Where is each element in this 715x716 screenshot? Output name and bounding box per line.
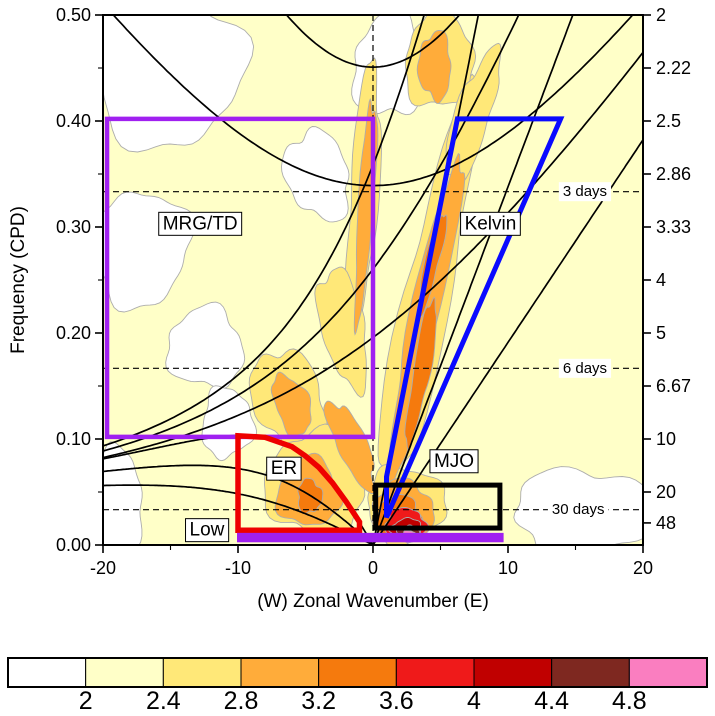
- colorbar-label: 2: [79, 687, 93, 711]
- period-tick-label: 6.67: [656, 376, 691, 396]
- colorbar-cell: [395, 657, 475, 688]
- y-tick-label: 0.40: [56, 111, 91, 131]
- period-tick-label: 2.86: [656, 164, 691, 184]
- svg-text:30 days: 30 days: [552, 501, 605, 518]
- period-label: 6 days: [558, 358, 612, 378]
- colorbar-cell: [7, 657, 87, 688]
- period-tick-label: 10: [656, 429, 676, 449]
- x-tick-label: -20: [90, 558, 116, 578]
- spectral-contour-blob: [323, 400, 375, 495]
- filter-label-er: ER: [266, 456, 302, 481]
- spectral-contour-blob: [281, 126, 350, 223]
- x-tick-label: -10: [225, 558, 251, 578]
- filter-boxes: [104, 116, 565, 543]
- colorbar-cell: [162, 657, 242, 688]
- x-tick-label: 0: [368, 558, 378, 578]
- svg-text:Low: Low: [190, 520, 225, 541]
- filter-label-kelvin: Kelvin: [460, 211, 521, 236]
- period-tick-label: 2.22: [656, 58, 691, 78]
- colorbar-label: 4: [467, 687, 481, 711]
- period-tick-label: 5: [656, 323, 666, 343]
- colorbar-label: 4.8: [612, 687, 647, 711]
- y-tick-label: 0.00: [56, 535, 91, 555]
- colorbar-label: 2.4: [146, 687, 181, 711]
- colorbar-cell: [628, 657, 708, 688]
- spectral-field: [103, 15, 643, 545]
- svg-text:6 days: 6 days: [563, 360, 607, 377]
- colorbar-cell: [85, 657, 164, 688]
- colorbar-cell: [240, 657, 320, 688]
- axes: -20 -10 0 10 20 (W) Zonal Wavenumber (E) 0.00 0…: [8, 5, 691, 612]
- spectral-contour-blob: [270, 371, 312, 439]
- colorbar-cell: [473, 657, 553, 688]
- filter-box-mjo: [373, 482, 503, 531]
- y-tick-label: 0.50: [56, 5, 91, 25]
- period-tick-label: 48: [656, 513, 676, 533]
- svg-text:MRG/TD: MRG/TD: [163, 213, 238, 234]
- filter-label-mjo: MJO: [429, 449, 479, 474]
- filter-box-er: [235, 432, 363, 534]
- period-tick-label: 4: [656, 270, 666, 290]
- region-labels: 3 days 6 days 30 days MRG/TD Kelvin ER MJO Low: [158, 182, 612, 543]
- colorbar-label: 4.4: [534, 687, 569, 711]
- svg-text:Kelvin: Kelvin: [465, 213, 517, 234]
- colorbar-label: 3.6: [379, 687, 414, 711]
- y-axis-title: Frequency (CPD): [8, 206, 29, 354]
- x-axis-title: (W) Zonal Wavenumber (E): [257, 591, 489, 612]
- y-tick-label: 0.20: [56, 323, 91, 343]
- x-tick-label: 20: [633, 558, 653, 578]
- colorbar-cell: [318, 657, 397, 688]
- filter-label-mrg_td: MRG/TD: [158, 211, 243, 236]
- spectral-contour-blob: [103, 441, 143, 545]
- period-label: 30 days: [547, 500, 609, 520]
- colorbar: 2 2.4 2.8 3.2 3.6 4 4.4 4.8: [7, 657, 708, 715]
- period-tick-label: 2.5: [656, 111, 681, 131]
- filter-box-low: [237, 532, 504, 543]
- y-tick-label: 0.10: [56, 429, 91, 449]
- spectral-contour-blob: [314, 266, 367, 398]
- svg-text:ER: ER: [271, 458, 297, 479]
- period-tick-label: 3.33: [656, 217, 691, 237]
- colorbar-label: 3.2: [301, 687, 336, 711]
- dispersion-curve: [103, 15, 520, 452]
- period-tick-label: 20: [656, 482, 676, 502]
- colorbar-cell: [551, 657, 630, 688]
- period-tick-label: 2: [656, 5, 666, 25]
- x-tick-label: 10: [498, 558, 518, 578]
- svg-text:MJO: MJO: [434, 451, 474, 472]
- period-label: 3 days: [558, 182, 612, 202]
- colorbar-label: 2.8: [224, 687, 259, 711]
- filter-box-kelvin: [384, 116, 565, 519]
- dispersion-curve: [103, 15, 426, 447]
- svg-text:3 days: 3 days: [563, 183, 607, 200]
- filter-label-low: Low: [185, 518, 230, 543]
- y-tick-label: 0.30: [56, 217, 91, 237]
- dispersion-curve: [372, 139, 643, 545]
